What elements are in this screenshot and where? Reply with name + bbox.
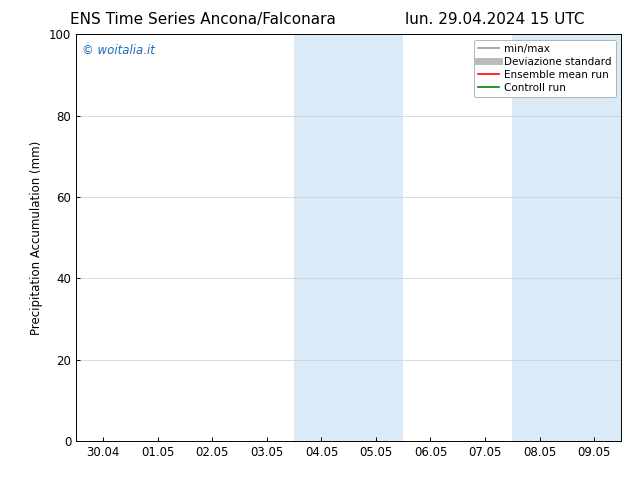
Bar bbox=[567, 34, 621, 441]
Text: lun. 29.04.2024 15 UTC: lun. 29.04.2024 15 UTC bbox=[404, 12, 585, 27]
Legend: min/max, Deviazione standard, Ensemble mean run, Controll run: min/max, Deviazione standard, Ensemble m… bbox=[474, 40, 616, 97]
Bar bbox=[512, 34, 567, 441]
Bar bbox=[349, 34, 403, 441]
Bar bbox=[294, 34, 349, 441]
Y-axis label: Precipitation Accumulation (mm): Precipitation Accumulation (mm) bbox=[30, 141, 43, 335]
Text: © woitalia.it: © woitalia.it bbox=[82, 45, 155, 57]
Text: ENS Time Series Ancona/Falconara: ENS Time Series Ancona/Falconara bbox=[70, 12, 336, 27]
